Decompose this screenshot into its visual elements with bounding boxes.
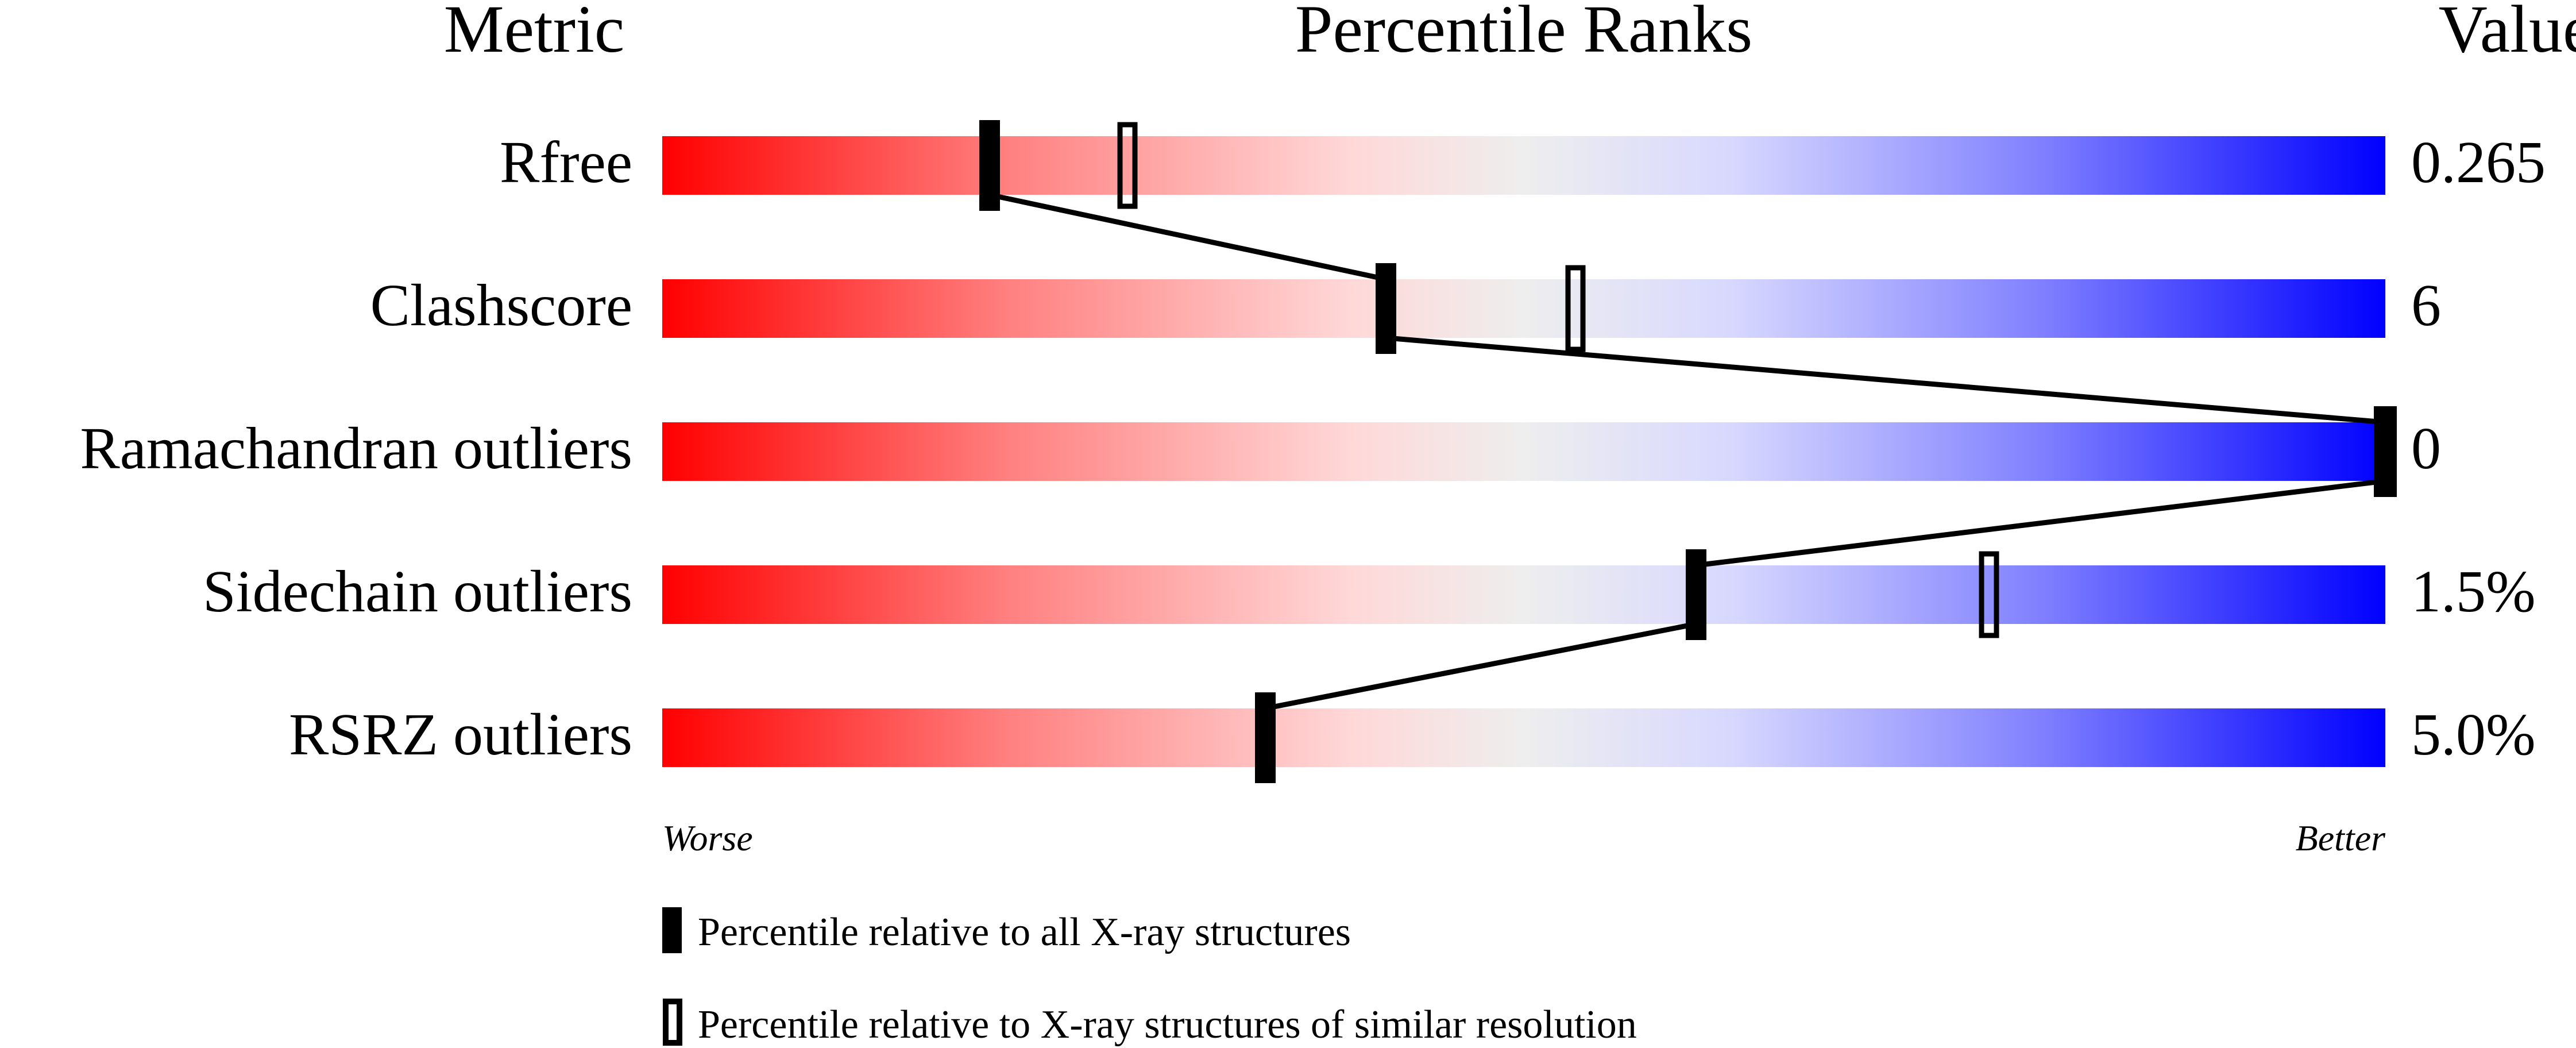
metric-label: RSRZ outliers xyxy=(289,702,632,768)
similar-resolution-marker xyxy=(1117,122,1138,209)
all-structures-marker xyxy=(1686,549,1706,640)
gradient-bar xyxy=(662,565,2385,624)
connector-line xyxy=(1385,335,2386,425)
gradient-bar xyxy=(662,279,2385,338)
metric-label: Sidechain outliers xyxy=(203,558,632,625)
gradient-bar xyxy=(662,422,2385,481)
all-structures-marker xyxy=(979,120,1000,211)
gradient-bar xyxy=(662,708,2385,767)
header-value: Value xyxy=(2439,0,2576,67)
connector-line xyxy=(1265,621,1697,711)
similar-resolution-marker xyxy=(1565,265,1586,352)
legend-filled-label: Percentile relative to all X-ray structu… xyxy=(698,910,1351,954)
connector-line xyxy=(1696,478,2386,568)
metric-value: 5.0% xyxy=(2411,702,2536,768)
all-structures-marker xyxy=(2374,406,2397,497)
metric-value: 0.265 xyxy=(2411,129,2546,195)
metric-value: 0 xyxy=(2411,415,2441,481)
axis-label-worse: Worse xyxy=(662,818,753,858)
header-percentile-ranks: Percentile Ranks xyxy=(1295,0,1752,67)
metric-label: Rfree xyxy=(500,129,632,195)
all-structures-marker xyxy=(1376,263,1396,354)
metric-value: 1.5% xyxy=(2411,558,2536,625)
metric-label: Clashscore xyxy=(370,272,632,338)
connector-line xyxy=(989,192,1387,282)
metric-value: 6 xyxy=(2411,272,2441,338)
legend-hollow-marker xyxy=(663,999,682,1046)
header-metric: Metric xyxy=(444,0,625,67)
all-structures-marker xyxy=(1255,692,1276,783)
metric-label: Ramachandran outliers xyxy=(80,415,632,481)
legend-hollow-label: Percentile relative to X-ray structures … xyxy=(698,1003,1637,1047)
legend-filled-marker xyxy=(662,907,682,953)
gradient-bar xyxy=(662,136,2385,195)
similar-resolution-marker xyxy=(1979,551,1999,638)
axis-label-better: Better xyxy=(2296,818,2386,858)
